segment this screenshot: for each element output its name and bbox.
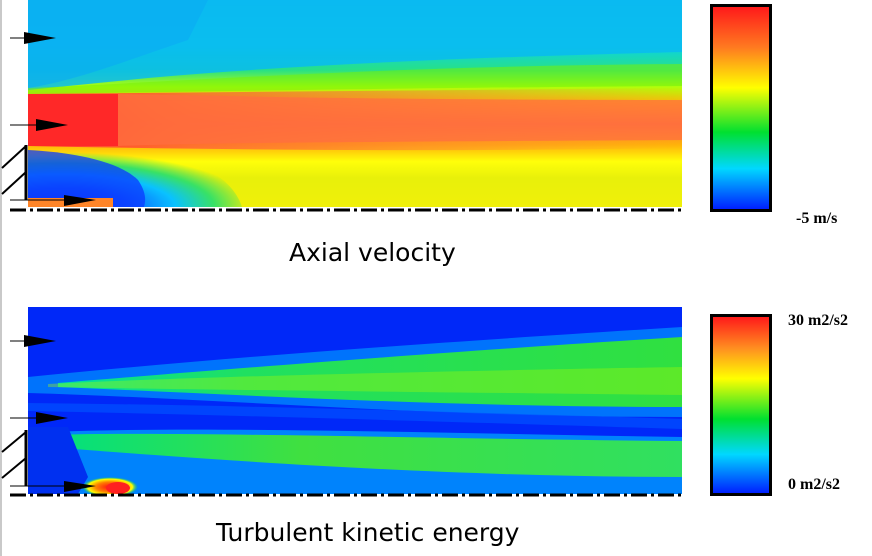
turbulent-kinetic-energy-contour — [28, 307, 682, 494]
turbulent-kinetic-energy-colorbar-max-label: 30 m2/s2 — [788, 312, 848, 329]
axial-velocity-colorbar — [710, 4, 772, 212]
axial-velocity-colorbar-min-label: -5 m/s — [796, 210, 838, 227]
axial-velocity-caption: Axial velocity — [289, 238, 456, 267]
wall-hatch — [1, 457, 27, 479]
wall-hatch — [1, 171, 27, 195]
left-border — [0, 0, 2, 556]
turbulent-kinetic-energy-colorbar — [710, 314, 772, 496]
wall-hatch — [1, 431, 27, 453]
turbulent-kinetic-energy-colorbar-min-label: 0 m2/s2 — [788, 476, 840, 493]
wall-hatch — [1, 145, 27, 169]
axial-velocity-contour — [28, 0, 682, 207]
turbulent-kinetic-energy-caption: Turbulent kinetic energy — [216, 518, 520, 547]
